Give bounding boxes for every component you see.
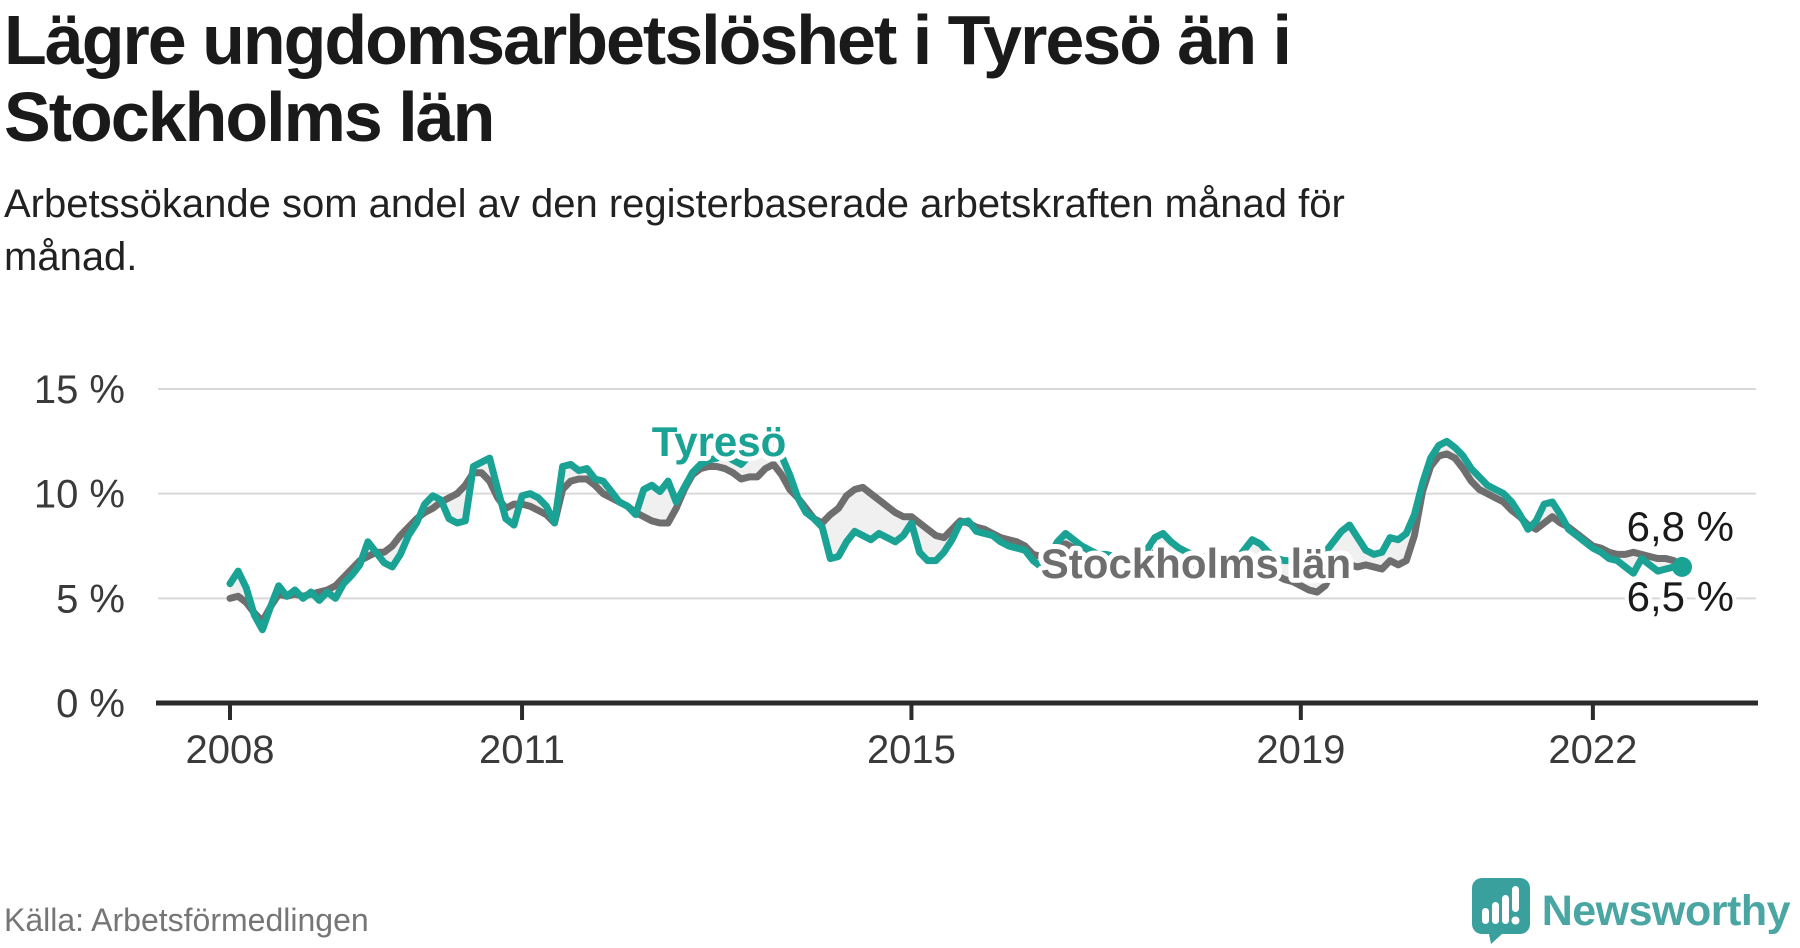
subtitle-line-2: månad. xyxy=(4,235,138,279)
x-tick-label: 2008 xyxy=(186,728,275,772)
newsworthy-wordmark: Newsworthy xyxy=(1541,886,1791,935)
y-tick-label: 10 % xyxy=(34,473,125,517)
header: Lägre ungdomsarbetslöshet i Tyresö än i … xyxy=(4,2,1345,284)
x-tick-label: 2019 xyxy=(1256,728,1345,772)
y-tick-label: 0 % xyxy=(56,682,125,726)
newsworthy-branding: Newsworthy xyxy=(1471,878,1791,944)
page-title-line-1: Lägre ungdomsarbetslöshet i Tyresö än i xyxy=(4,1,1292,79)
tyreso-end-value-label: 6,5 % xyxy=(1627,573,1734,620)
chart-subtitle: Arbetssökande som andel av den registerb… xyxy=(4,178,1345,284)
x-tick-label: 2022 xyxy=(1548,728,1637,772)
tyreso-line xyxy=(226,437,1678,634)
annotations: Tyresö Stockholms län 6,5 % 6,8 % xyxy=(647,413,1738,624)
series-lines xyxy=(226,437,1693,634)
x-tick-label: 2015 xyxy=(867,728,956,772)
gridlines xyxy=(158,388,1756,600)
tyreso-end-dot xyxy=(1672,556,1693,577)
y-tick-label: 5 % xyxy=(56,577,125,621)
tick-labels: 0 % 5 % 10 % 15 % 2008 2011 2015 2019 2022 xyxy=(34,368,1638,772)
subtitle-line-1: Arbetssökande som andel av den registerb… xyxy=(4,182,1345,226)
newsworthy-logo-icon xyxy=(1471,878,1530,944)
source-note: Källa: Arbetsförmedlingen xyxy=(4,902,369,938)
tyreso-series-label: Tyresö xyxy=(652,418,787,465)
stockholm-end-value-label: 6,8 % xyxy=(1627,503,1734,550)
y-tick-label: 15 % xyxy=(34,368,125,412)
page-title-line-2: Stockholms län xyxy=(4,78,495,156)
x-axis xyxy=(156,700,1758,720)
x-tick-label: 2011 xyxy=(479,728,565,772)
stockholm-series-label: Stockholms län xyxy=(1041,540,1351,587)
